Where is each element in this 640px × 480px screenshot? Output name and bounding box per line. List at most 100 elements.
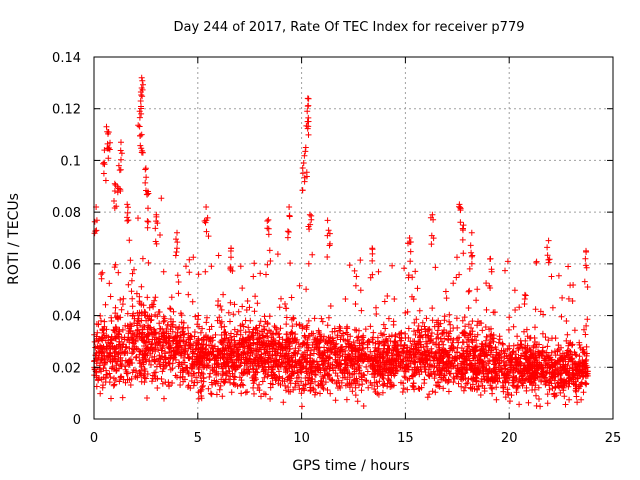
y-tick-label: 0.02: [52, 361, 81, 376]
data-point: [464, 347, 471, 354]
data-point: [231, 326, 238, 333]
data-point: [486, 344, 493, 351]
data-point: [117, 188, 124, 194]
data-point: [370, 339, 376, 346]
data-point: [441, 372, 448, 379]
data-point: [329, 376, 336, 383]
data-point: [341, 367, 348, 374]
data-point: [283, 387, 289, 394]
y-tick-label: 0.04: [52, 310, 81, 325]
data-point: [475, 318, 481, 325]
data-point: [168, 348, 175, 355]
data-point: [278, 295, 284, 302]
data-point: [167, 306, 174, 313]
data-point: [362, 377, 369, 384]
data-point: [133, 290, 140, 297]
data-point: [536, 349, 543, 356]
data-point: [517, 368, 524, 375]
data-point: [581, 350, 588, 357]
data-point: [299, 170, 306, 177]
data-point: [111, 329, 118, 335]
data-point: [148, 361, 154, 368]
data-point: [530, 371, 537, 378]
data-point: [129, 337, 136, 344]
data-point: [241, 349, 248, 356]
data-point: [408, 355, 415, 362]
data-point: [195, 341, 202, 348]
data-point: [112, 304, 119, 311]
data-point: [456, 203, 462, 210]
data-point: [151, 297, 158, 304]
data-point: [176, 350, 183, 356]
data-point: [454, 355, 461, 362]
data-point: [177, 374, 184, 381]
data-point: [384, 338, 391, 344]
data-point: [276, 368, 282, 375]
data-point: [428, 348, 435, 355]
data-point: [419, 319, 426, 326]
data-point: [320, 352, 327, 359]
data-point: [410, 345, 417, 352]
data-point: [324, 217, 331, 224]
data-point: [357, 257, 364, 264]
data-point: [447, 328, 454, 335]
data-point: [488, 268, 495, 275]
data-point: [296, 282, 303, 289]
data-point: [115, 269, 122, 276]
data-point: [131, 266, 137, 273]
data-point: [367, 274, 374, 281]
data-point: [369, 271, 376, 278]
data-point: [129, 350, 135, 357]
data-point: [93, 321, 100, 327]
y-tick-label: 0.06: [52, 258, 81, 273]
data-point: [266, 313, 273, 320]
data-point: [264, 218, 271, 224]
data-point: [285, 350, 292, 357]
data-point: [351, 368, 358, 375]
data-point: [137, 98, 144, 104]
data-point: [433, 341, 440, 348]
data-point: [203, 319, 210, 326]
data-point: [468, 325, 474, 331]
data-point: [216, 314, 223, 321]
data-point: [125, 281, 132, 288]
data-point: [220, 378, 227, 385]
data-point: [107, 374, 114, 381]
data-point: [228, 389, 235, 396]
data-point: [274, 349, 281, 356]
data-point: [565, 295, 572, 302]
data-point: [185, 345, 192, 352]
data-point: [507, 398, 513, 405]
data-point: [468, 337, 475, 344]
data-point: [558, 382, 565, 389]
data-point: [155, 309, 162, 315]
data-point: [583, 343, 590, 350]
data-point: [409, 382, 416, 389]
data-point: [429, 388, 436, 395]
data-point: [276, 304, 283, 311]
data-point: [138, 74, 145, 81]
data-point: [484, 334, 490, 340]
data-point: [360, 403, 367, 409]
data-point: [486, 358, 493, 365]
data-point: [327, 303, 334, 309]
data-point: [489, 377, 496, 384]
data-point: [354, 398, 361, 405]
data-point: [432, 389, 439, 396]
data-point: [306, 361, 313, 368]
data-point: [405, 240, 411, 247]
data-point: [112, 182, 119, 188]
data-point: [304, 125, 311, 132]
data-point: [523, 387, 530, 394]
data-point: [336, 357, 343, 363]
data-point: [565, 263, 572, 270]
data-point: [256, 381, 263, 388]
data-point: [438, 367, 445, 374]
data-point: [120, 295, 127, 302]
data-point: [280, 399, 287, 406]
data-point: [507, 352, 514, 359]
data-point: [184, 351, 191, 358]
data-point: [400, 348, 407, 355]
data-point: [156, 320, 163, 327]
data-point: [407, 248, 414, 255]
